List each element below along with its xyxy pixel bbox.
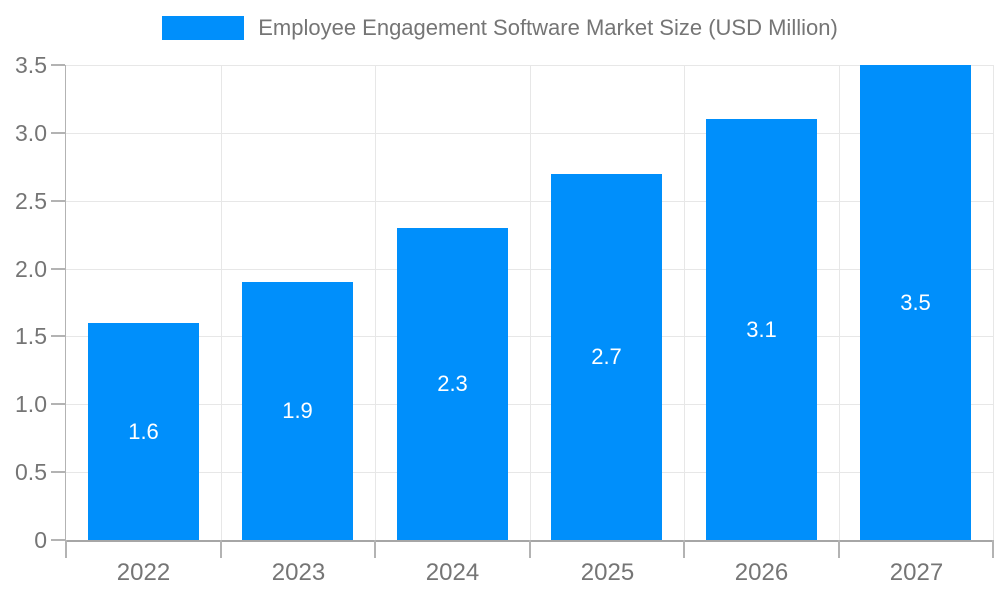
x-axis-label: 2026 xyxy=(734,559,789,586)
h-gridline xyxy=(66,201,993,202)
y-axis-label: 1.0 xyxy=(15,391,47,417)
v-gridline xyxy=(530,65,531,540)
bar-2022[interactable] xyxy=(88,323,199,540)
bar-2027[interactable] xyxy=(860,65,971,540)
x-axis-tick xyxy=(992,540,994,558)
y-axis-label: 2.0 xyxy=(15,256,47,282)
h-gridline xyxy=(66,133,993,134)
y-axis-tick xyxy=(51,64,65,66)
y-axis-label: 0.5 xyxy=(15,459,47,485)
y-axis-label: 1.5 xyxy=(15,323,47,349)
x-axis-label: 2022 xyxy=(116,559,171,586)
bar-2024[interactable] xyxy=(397,228,508,540)
v-gridline xyxy=(221,65,222,540)
x-axis-tick xyxy=(683,540,685,558)
y-axis-label: 0 xyxy=(34,527,47,553)
bar-2023[interactable] xyxy=(242,282,353,540)
v-gridline xyxy=(684,65,685,540)
x-axis-tick xyxy=(838,540,840,558)
y-axis-tick xyxy=(51,403,65,405)
v-gridline xyxy=(839,65,840,540)
h-gridline xyxy=(66,404,993,405)
plot-area: 0 0.5 1.0 1.5 2.0 2.5 3.0 3.5 1.6 2022 1.9 2023 2.3 2… xyxy=(15,52,994,586)
y-axis-label: 2.5 xyxy=(15,188,47,214)
x-axis-tick xyxy=(529,540,531,558)
h-gridline xyxy=(66,336,993,337)
y-axis-tick xyxy=(51,471,65,473)
legend-swatch xyxy=(162,16,245,40)
x-axis-tick xyxy=(220,540,222,558)
v-gridline xyxy=(993,65,994,540)
x-axis-tick xyxy=(374,540,376,558)
y-axis-tick xyxy=(51,200,65,202)
v-gridline xyxy=(375,65,376,540)
x-axis-label: 2023 xyxy=(271,559,326,586)
x-axis-label: 2025 xyxy=(580,559,635,586)
y-axis-tick xyxy=(51,335,65,337)
y-axis-label: 3.5 xyxy=(15,52,47,78)
y-axis-tick xyxy=(51,132,65,134)
x-axis-label: 2027 xyxy=(889,559,944,586)
y-axis-label: 3.0 xyxy=(15,120,47,146)
legend-label: Employee Engagement Software Market Size… xyxy=(258,15,838,40)
h-gridline xyxy=(66,472,993,473)
legend-item[interactable]: Employee Engagement Software Market Size… xyxy=(0,15,1000,41)
bar-2025[interactable] xyxy=(551,174,662,540)
y-axis-tick xyxy=(51,539,65,541)
x-axis-label: 2024 xyxy=(425,559,480,586)
h-gridline xyxy=(66,65,993,66)
y-axis-tick xyxy=(51,268,65,270)
bar-2026[interactable] xyxy=(706,119,817,540)
x-axis-tick xyxy=(65,540,67,558)
h-gridline xyxy=(66,269,993,270)
y-axis-line xyxy=(65,65,66,558)
